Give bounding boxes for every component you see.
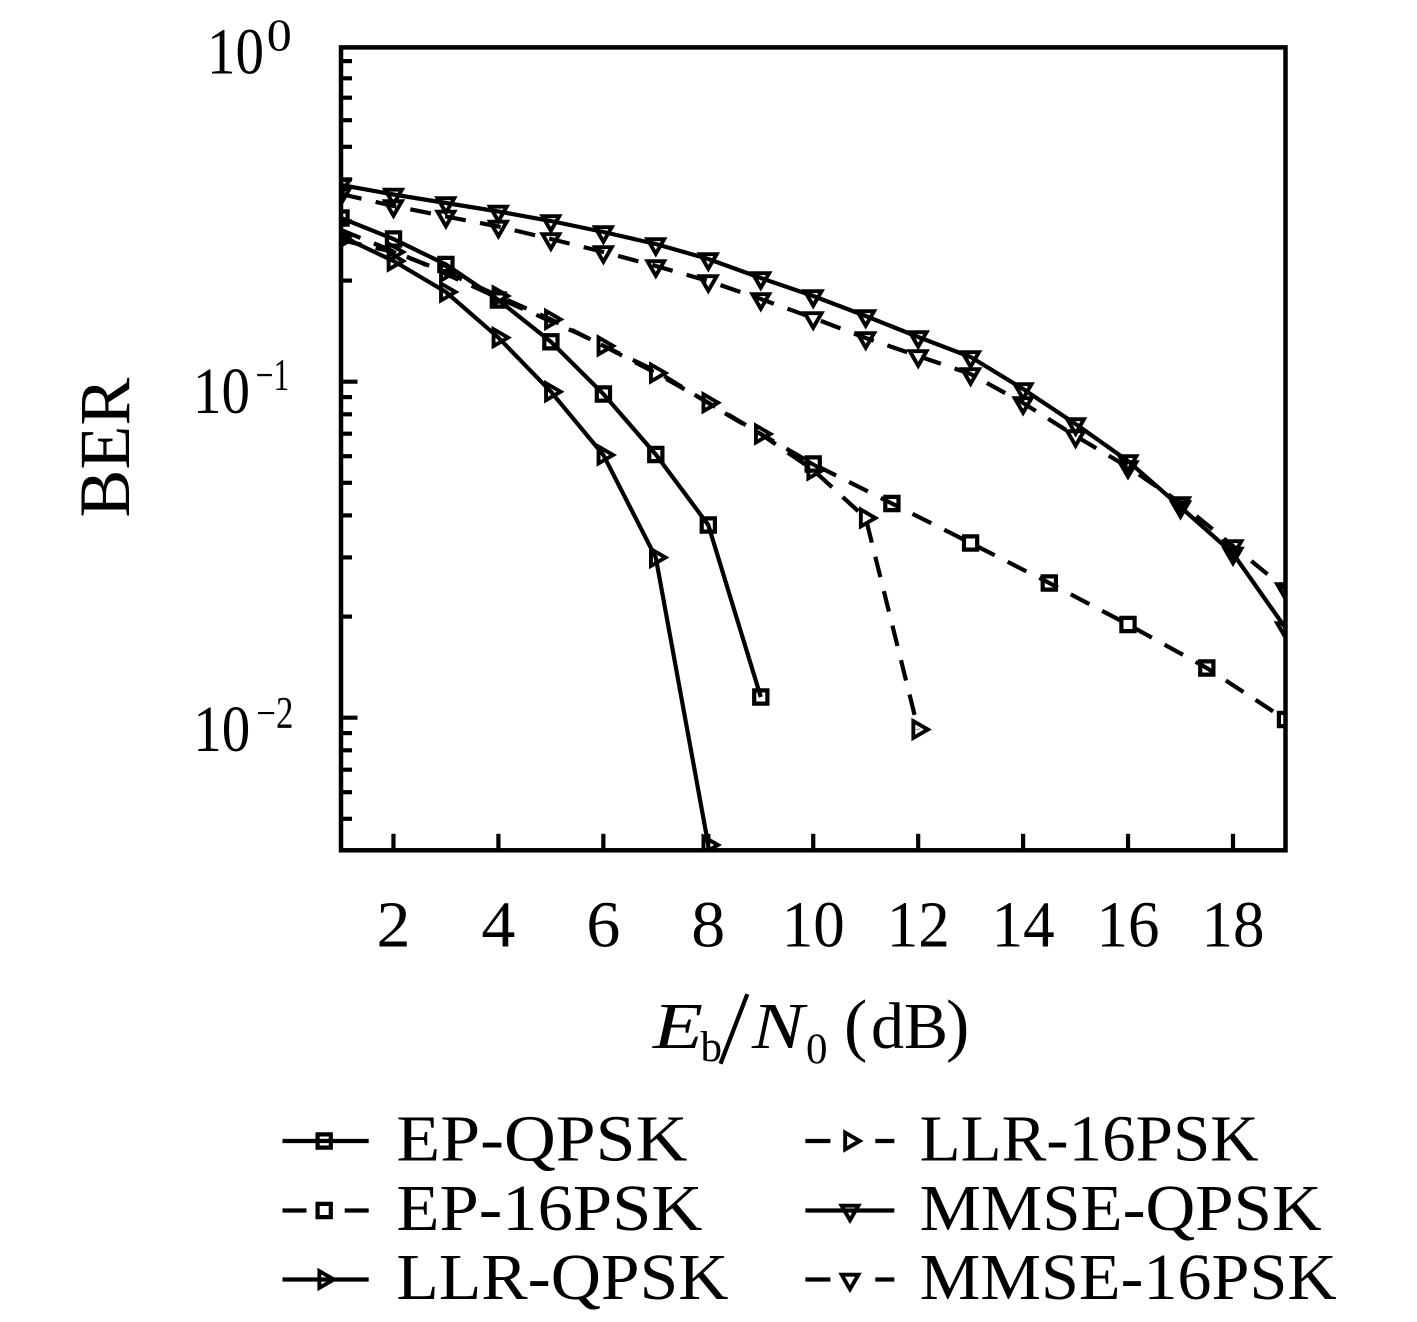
- svg-text:E: E: [652, 990, 703, 1063]
- svg-text:N: N: [751, 990, 809, 1063]
- svg-text:12: 12: [887, 888, 950, 961]
- svg-text:LLR-16PSK: LLR-16PSK: [920, 1103, 1259, 1176]
- svg-text:EP-16PSK: EP-16PSK: [396, 1172, 702, 1245]
- svg-text:10: 10: [193, 355, 250, 428]
- svg-text:8: 8: [691, 888, 725, 961]
- svg-text:0: 0: [806, 1026, 828, 1073]
- svg-text:0: 0: [267, 11, 292, 61]
- svg-text:10: 10: [207, 16, 264, 89]
- svg-text:18: 18: [1202, 888, 1265, 961]
- svg-text:10: 10: [782, 888, 845, 961]
- svg-text:6: 6: [586, 888, 620, 961]
- svg-text:BER: BER: [65, 378, 145, 518]
- svg-text:MMSE-16PSK: MMSE-16PSK: [920, 1241, 1337, 1314]
- svg-text:−2: −2: [256, 688, 293, 738]
- svg-text:−1: −1: [256, 350, 290, 400]
- svg-text:LLR-QPSK: LLR-QPSK: [396, 1241, 728, 1314]
- svg-text:B: B: [904, 990, 948, 1063]
- svg-text:): ): [946, 987, 969, 1064]
- svg-text:16: 16: [1097, 888, 1160, 961]
- svg-text:EP-QPSK: EP-QPSK: [396, 1103, 687, 1176]
- svg-text:b: b: [701, 1024, 723, 1071]
- svg-text:10: 10: [193, 693, 250, 766]
- svg-text:d: d: [871, 990, 904, 1063]
- svg-text:2: 2: [377, 888, 411, 961]
- svg-text:4: 4: [481, 888, 515, 961]
- svg-text:14: 14: [992, 888, 1055, 961]
- svg-text:MMSE-QPSK: MMSE-QPSK: [920, 1172, 1322, 1245]
- svg-text:(: (: [844, 987, 867, 1064]
